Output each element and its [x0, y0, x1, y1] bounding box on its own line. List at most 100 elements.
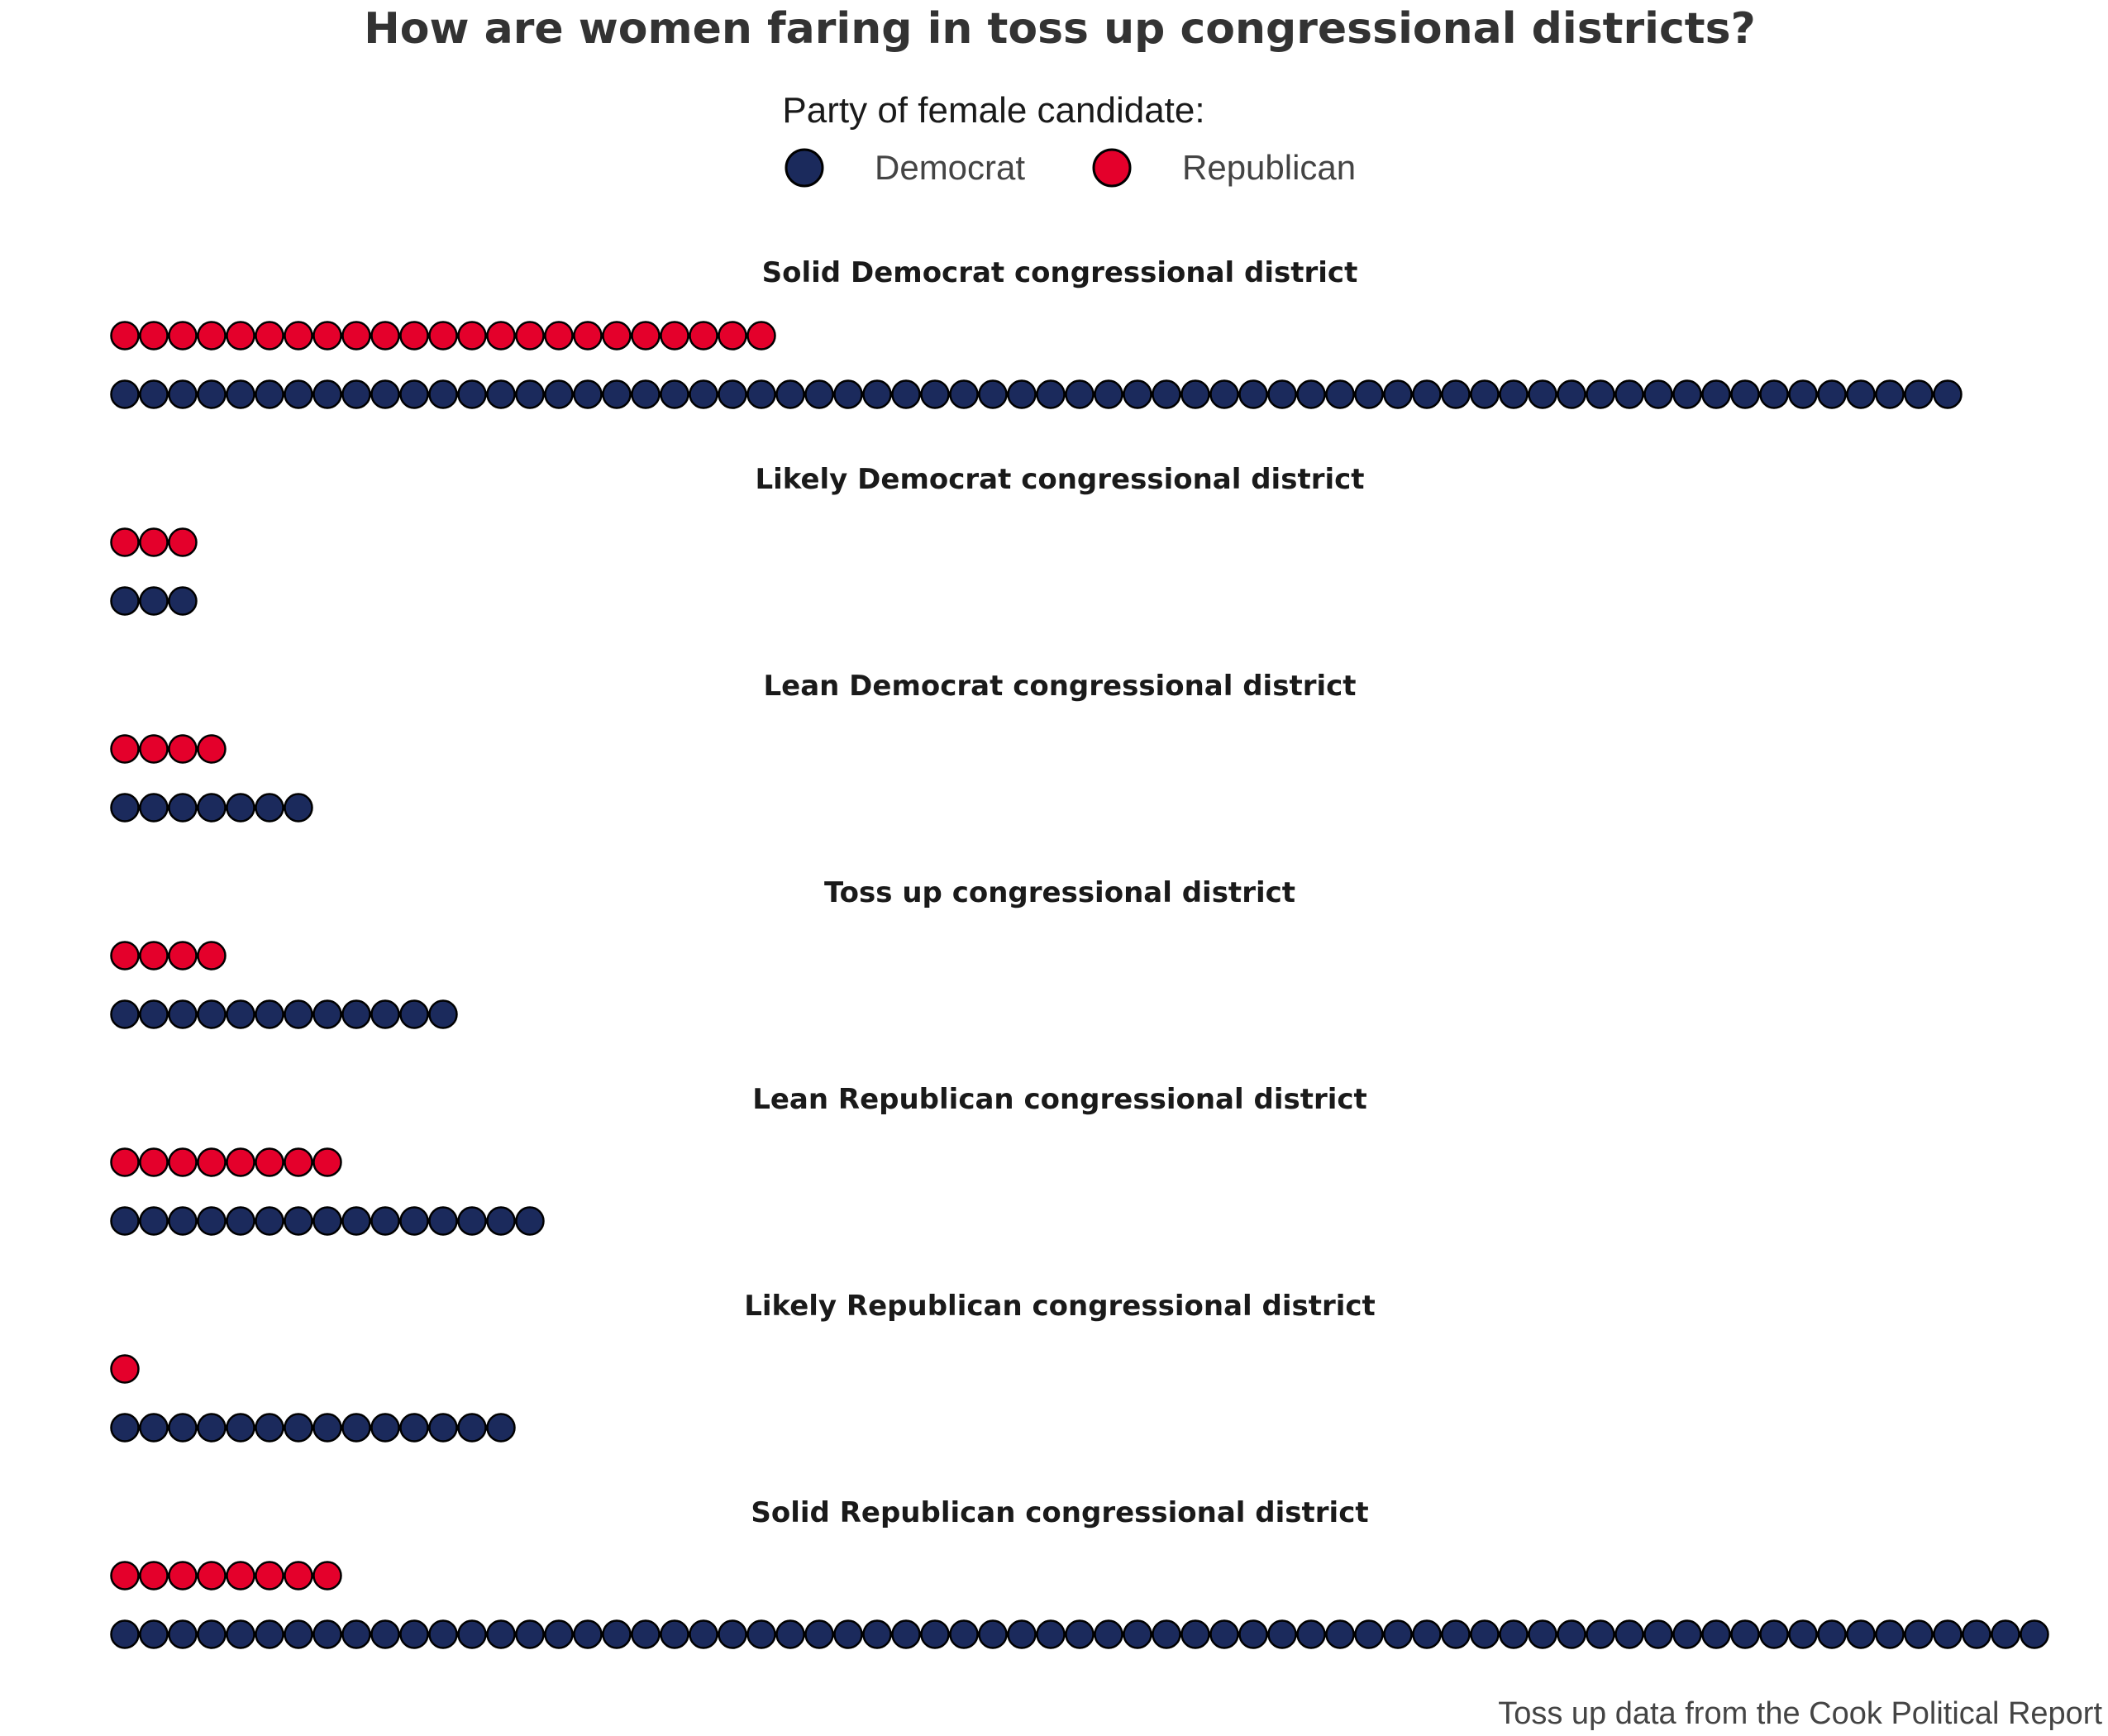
- dot-democrat: [197, 1206, 227, 1236]
- dot-democrat: [1441, 379, 1471, 409]
- dot-democrat: [312, 1619, 342, 1649]
- dot-democrat: [1817, 1619, 1847, 1649]
- facet-likely-republican-congressional-district: Likely Republican congressional district: [110, 1290, 1376, 1443]
- dot-democrat: [631, 379, 661, 409]
- dot-democrat: [1383, 1619, 1413, 1649]
- dot-democrat: [341, 1619, 371, 1649]
- dot-republican: [139, 734, 169, 764]
- dot-democrat: [573, 379, 603, 409]
- dot-democrat: [1788, 1619, 1818, 1649]
- dot-republican: [139, 941, 169, 971]
- dot-democrat: [226, 793, 255, 823]
- dot-democrat: [1586, 379, 1615, 409]
- dot-democrat: [284, 1413, 313, 1443]
- facet-likely-democrat-congressional-district: Likely Democrat congressional district: [110, 463, 1365, 616]
- dot-democrat: [1759, 379, 1789, 409]
- dot-democrat: [399, 379, 429, 409]
- dot-democrat: [1962, 1619, 1991, 1649]
- dot-democrat: [399, 1413, 429, 1443]
- dot-republican: [110, 734, 140, 764]
- facet-lean-democrat-congressional-district: Lean Democrat congressional district: [110, 670, 1357, 823]
- dot-democrat: [1701, 379, 1731, 409]
- facet-lean-republican-congressional-district: Lean Republican congressional district: [110, 1083, 1367, 1236]
- facet-title: Solid Democrat congressional district: [762, 256, 1358, 289]
- dot-democrat: [1528, 1619, 1557, 1649]
- facet-solid-democrat-congressional-district: Solid Democrat congressional district: [110, 256, 1963, 409]
- dot-democrat: [1904, 1619, 1934, 1649]
- dot-republican: [312, 1561, 342, 1591]
- dot-republican: [457, 321, 487, 351]
- dot-democrat: [1007, 1619, 1037, 1649]
- dot-democrat: [139, 586, 169, 616]
- dot-democrat: [226, 379, 255, 409]
- dot-democrat: [660, 379, 689, 409]
- dot-democrat: [1238, 379, 1268, 409]
- dot-democrat: [139, 379, 169, 409]
- dot-democrat: [428, 1619, 458, 1649]
- dot-democrat: [110, 379, 140, 409]
- dot-democrat: [631, 1619, 661, 1649]
- dot-democrat: [457, 1413, 487, 1443]
- dot-democrat: [920, 1619, 950, 1649]
- dot-democrat: [255, 1619, 284, 1649]
- dot-democrat: [775, 1619, 805, 1649]
- dot-republican: [197, 1147, 227, 1177]
- dot-republican: [573, 321, 603, 351]
- dot-democrat: [168, 999, 198, 1029]
- dot-democrat: [602, 1619, 632, 1649]
- dot-democrat: [1325, 1619, 1355, 1649]
- dot-democrat: [1123, 379, 1152, 409]
- dot-democrat: [284, 1206, 313, 1236]
- dot-democrat: [804, 1619, 834, 1649]
- dot-democrat: [341, 379, 371, 409]
- dot-republican: [168, 941, 198, 971]
- dot-democrat: [226, 1413, 255, 1443]
- dot-democrat: [312, 379, 342, 409]
- dot-democrat: [920, 379, 950, 409]
- dot-democrat: [1152, 1619, 1181, 1649]
- dot-democrat: [1325, 379, 1355, 409]
- dot-democrat: [2020, 1619, 2049, 1649]
- dot-republican: [226, 321, 255, 351]
- dot-democrat: [486, 1619, 516, 1649]
- dot-republican: [110, 1561, 140, 1591]
- dot-democrat: [457, 1619, 487, 1649]
- dot-republican: [110, 941, 140, 971]
- dot-democrat: [1238, 1619, 1268, 1649]
- facet-title: Lean Democrat congressional district: [763, 670, 1356, 703]
- dot-democrat: [399, 1619, 429, 1649]
- dot-democrat: [139, 793, 169, 823]
- dot-democrat: [1209, 379, 1239, 409]
- dot-democrat: [833, 1619, 863, 1649]
- dot-democrat: [1614, 1619, 1644, 1649]
- dot-democrat: [255, 999, 284, 1029]
- dot-democrat: [168, 586, 198, 616]
- legend-title: Party of female candidate:: [782, 90, 1204, 131]
- dot-republican: [341, 321, 371, 351]
- dot-democrat: [1672, 1619, 1702, 1649]
- dot-republican: [139, 527, 169, 557]
- dot-republican: [370, 321, 400, 351]
- dot-democrat: [226, 1619, 255, 1649]
- dot-democrat: [168, 1206, 198, 1236]
- dot-democrat: [399, 1206, 429, 1236]
- dot-democrat: [949, 1619, 979, 1649]
- dot-democrat: [573, 1619, 603, 1649]
- dot-republican: [631, 321, 661, 351]
- dot-democrat: [978, 1619, 1008, 1649]
- dot-democrat: [1007, 379, 1037, 409]
- dot-republican: [168, 734, 198, 764]
- dot-democrat: [255, 1206, 284, 1236]
- dot-republican: [515, 321, 545, 351]
- dot-democrat: [428, 999, 458, 1029]
- dot-democrat: [486, 1206, 516, 1236]
- dot-democrat: [370, 1413, 400, 1443]
- dot-democrat: [312, 1206, 342, 1236]
- dot-republican: [255, 321, 284, 351]
- dot-democrat: [341, 1206, 371, 1236]
- dot-democrat: [891, 1619, 921, 1649]
- dot-democrat: [1933, 379, 1963, 409]
- dot-democrat: [1152, 379, 1181, 409]
- dot-democrat: [1470, 379, 1500, 409]
- dot-democrat: [370, 379, 400, 409]
